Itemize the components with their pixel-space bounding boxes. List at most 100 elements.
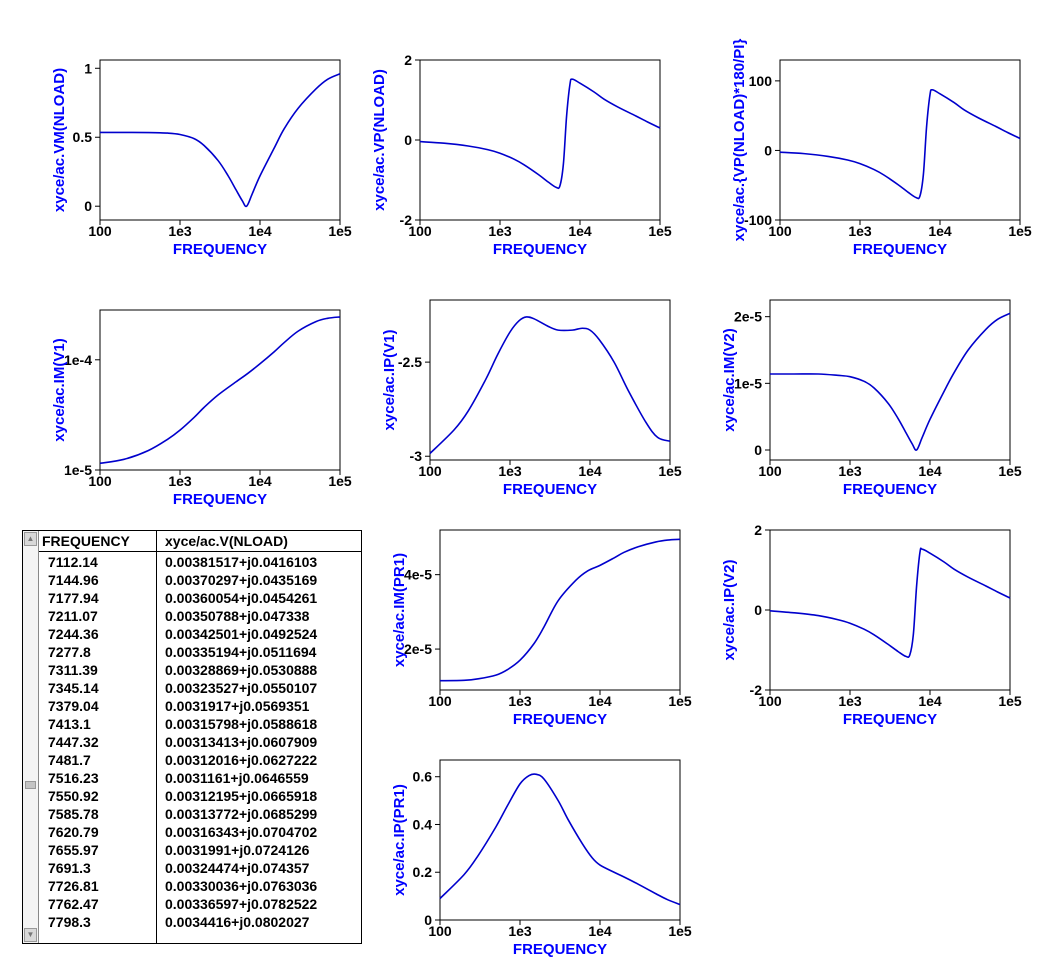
y-tick-label: 2 xyxy=(404,52,412,68)
frequency-cell: 7798.3 xyxy=(48,914,91,930)
x-tick-label: 1e3 xyxy=(508,923,532,939)
chart-9: 100 1e3 1e4 1e5 0 0.2 0.4 0.6 FREQUENCY xyce/ac.I… xyxy=(391,759,692,958)
y-axis-label: xyce/ac.{VP(NLOAD)*180/PI} xyxy=(731,39,748,242)
column-divider xyxy=(156,531,157,943)
y-axis-label: xyce/ac.IM(V2) xyxy=(721,328,738,431)
y-tick-label: 0.4 xyxy=(413,816,433,832)
plot-frame xyxy=(439,529,681,691)
x-axis-label: FREQUENCY xyxy=(503,481,597,498)
voltage-cell: 0.00312195+j0.0665918 xyxy=(165,788,318,804)
y-tick-label: 2e-5 xyxy=(734,309,762,325)
plot-frame xyxy=(439,759,681,921)
x-tick-label: 100 xyxy=(88,473,112,489)
table-row[interactable]: 7379.04 0.0031917+j0.0569351 xyxy=(39,697,361,715)
y-tick-label: -100 xyxy=(744,212,772,228)
x-tick-label: 1e5 xyxy=(328,223,352,239)
frequency-cell: 7379.04 xyxy=(48,698,99,714)
y-tick-label: -2.5 xyxy=(398,354,422,370)
x-tick-label: 1e3 xyxy=(848,223,872,239)
plot-frame xyxy=(419,59,661,221)
x-tick-label: 1e4 xyxy=(918,693,942,709)
x-tick-label: 100 xyxy=(428,693,452,709)
table-row[interactable]: 7345.14 0.00323527+j0.0550107 xyxy=(39,679,361,697)
frequency-cell: 7691.3 xyxy=(48,860,91,876)
x-tick-label: 100 xyxy=(418,463,442,479)
table-row[interactable]: 7798.3 0.0034416+j0.0802027 xyxy=(39,913,361,931)
x-axis-label: FREQUENCY xyxy=(173,241,267,258)
table-row[interactable]: 7244.36 0.00342501+j0.0492524 xyxy=(39,625,361,643)
y-tick-label: 2 xyxy=(754,522,762,538)
header-vnload[interactable]: xyce/ac.V(NLOAD) xyxy=(165,533,288,549)
series-line xyxy=(439,773,681,906)
table-row[interactable]: 7211.07 0.00350788+j0.047338 xyxy=(39,607,361,625)
plot-frame xyxy=(769,529,1011,691)
frequency-cell: 7447.32 xyxy=(48,734,99,750)
plot-frame xyxy=(99,309,341,471)
table-row[interactable]: 7550.92 0.00312195+j0.0665918 xyxy=(39,787,361,805)
x-axis-label: FREQUENCY xyxy=(853,241,947,258)
header-frequency[interactable]: FREQUENCY xyxy=(42,533,130,549)
x-axis-label: FREQUENCY xyxy=(493,241,587,258)
frequency-cell: 7244.36 xyxy=(48,626,99,642)
x-tick-label: 1e5 xyxy=(648,223,672,239)
x-tick-label: 1e5 xyxy=(668,693,692,709)
scroll-thumb[interactable] xyxy=(25,781,36,789)
x-tick-label: 1e3 xyxy=(498,463,522,479)
data-table[interactable]: ▲ ▼ FREQUENCY xyce/ac.V(NLOAD) 7112.14 0.… xyxy=(22,530,362,944)
x-tick-label: 1e4 xyxy=(578,463,602,479)
x-axis-label: FREQUENCY xyxy=(513,711,607,728)
voltage-cell: 0.00313413+j0.0607909 xyxy=(165,734,318,750)
y-tick-label: 4e-5 xyxy=(404,567,432,583)
y-tick-label: 0 xyxy=(764,142,772,158)
y-axis-label: xyce/ac.IP(PR1) xyxy=(391,784,408,896)
voltage-cell: 0.00381517+j0.0416103 xyxy=(165,554,318,570)
voltage-cell: 0.0031991+j0.0724126 xyxy=(165,842,310,858)
plot-frame xyxy=(99,59,341,221)
table-row[interactable]: 7516.23 0.0031161+j0.0646559 xyxy=(39,769,361,787)
frequency-cell: 7277.8 xyxy=(48,644,91,660)
scroll-up-icon[interactable]: ▲ xyxy=(24,532,37,546)
y-axis-label: xyce/ac.IM(V1) xyxy=(51,338,68,441)
x-tick-label: 1e4 xyxy=(588,923,612,939)
table-row[interactable]: 7585.78 0.00313772+j0.0685299 xyxy=(39,805,361,823)
table-row[interactable]: 7762.47 0.00336597+j0.0782522 xyxy=(39,895,361,913)
vertical-scrollbar[interactable]: ▲ ▼ xyxy=(23,531,39,943)
table-row[interactable]: 7481.7 0.00312016+j0.0627222 xyxy=(39,751,361,769)
x-tick-label: 1e4 xyxy=(248,223,272,239)
table-row[interactable]: 7277.8 0.00335194+j0.0511694 xyxy=(39,643,361,661)
voltage-cell: 0.00350788+j0.047338 xyxy=(165,608,310,624)
table-row[interactable]: 7311.39 0.00328869+j0.0530888 xyxy=(39,661,361,679)
table-row[interactable]: 7620.79 0.00316343+j0.0704702 xyxy=(39,823,361,841)
x-tick-label: 1e4 xyxy=(918,463,942,479)
frequency-cell: 7144.96 xyxy=(48,572,99,588)
x-tick-label: 1e4 xyxy=(248,473,272,489)
chart-8: 100 1e3 1e4 1e5 -2 0 2 FREQUENCY xyce/ac.IP(V2) xyxy=(721,522,1022,728)
chart-3: 100 1e3 1e4 1e5 -100 0 100 FREQUENCY xyce/ac.{VP… xyxy=(731,39,1032,258)
x-tick-label: 1e4 xyxy=(568,223,592,239)
y-axis-label: xyce/ac.IP(V2) xyxy=(721,560,738,661)
table-row[interactable]: 7144.96 0.00370297+j0.0435169 xyxy=(39,571,361,589)
voltage-cell: 0.00328869+j0.0530888 xyxy=(165,662,318,678)
chart-6: 100 1e3 1e4 1e5 0 1e-5 2e-5 FREQUENCY xyce/ac.IM… xyxy=(721,299,1022,498)
table-row[interactable]: 7413.1 0.00315798+j0.0588618 xyxy=(39,715,361,733)
y-tick-label: -2 xyxy=(400,212,413,228)
y-tick-label: -3 xyxy=(410,448,423,464)
table-row[interactable]: 7112.14 0.00381517+j0.0416103 xyxy=(39,553,361,571)
x-tick-label: 100 xyxy=(408,223,432,239)
series-line xyxy=(769,312,1011,451)
scroll-down-icon[interactable]: ▼ xyxy=(24,928,37,942)
table-row[interactable]: 7447.32 0.00313413+j0.0607909 xyxy=(39,733,361,751)
table-row[interactable]: 7691.3 0.00324474+j0.074357 xyxy=(39,859,361,877)
y-tick-label: -2 xyxy=(750,682,763,698)
y-tick-label: 0 xyxy=(754,442,762,458)
voltage-cell: 0.00342501+j0.0492524 xyxy=(165,626,318,642)
chart-5: 100 1e3 1e4 1e5 -3 -2.5 FREQUENCY xyce/ac.IP(V1… xyxy=(381,299,682,498)
frequency-cell: 7345.14 xyxy=(48,680,99,696)
x-tick-label: 1e3 xyxy=(168,473,192,489)
y-axis-label: xyce/ac.IM(PR1) xyxy=(391,553,408,667)
table-row[interactable]: 7655.97 0.0031991+j0.0724126 xyxy=(39,841,361,859)
table-row[interactable]: 7726.81 0.00330036+j0.0763036 xyxy=(39,877,361,895)
table-row[interactable]: 7177.94 0.00360054+j0.0454261 xyxy=(39,589,361,607)
frequency-cell: 7112.14 xyxy=(48,554,98,570)
